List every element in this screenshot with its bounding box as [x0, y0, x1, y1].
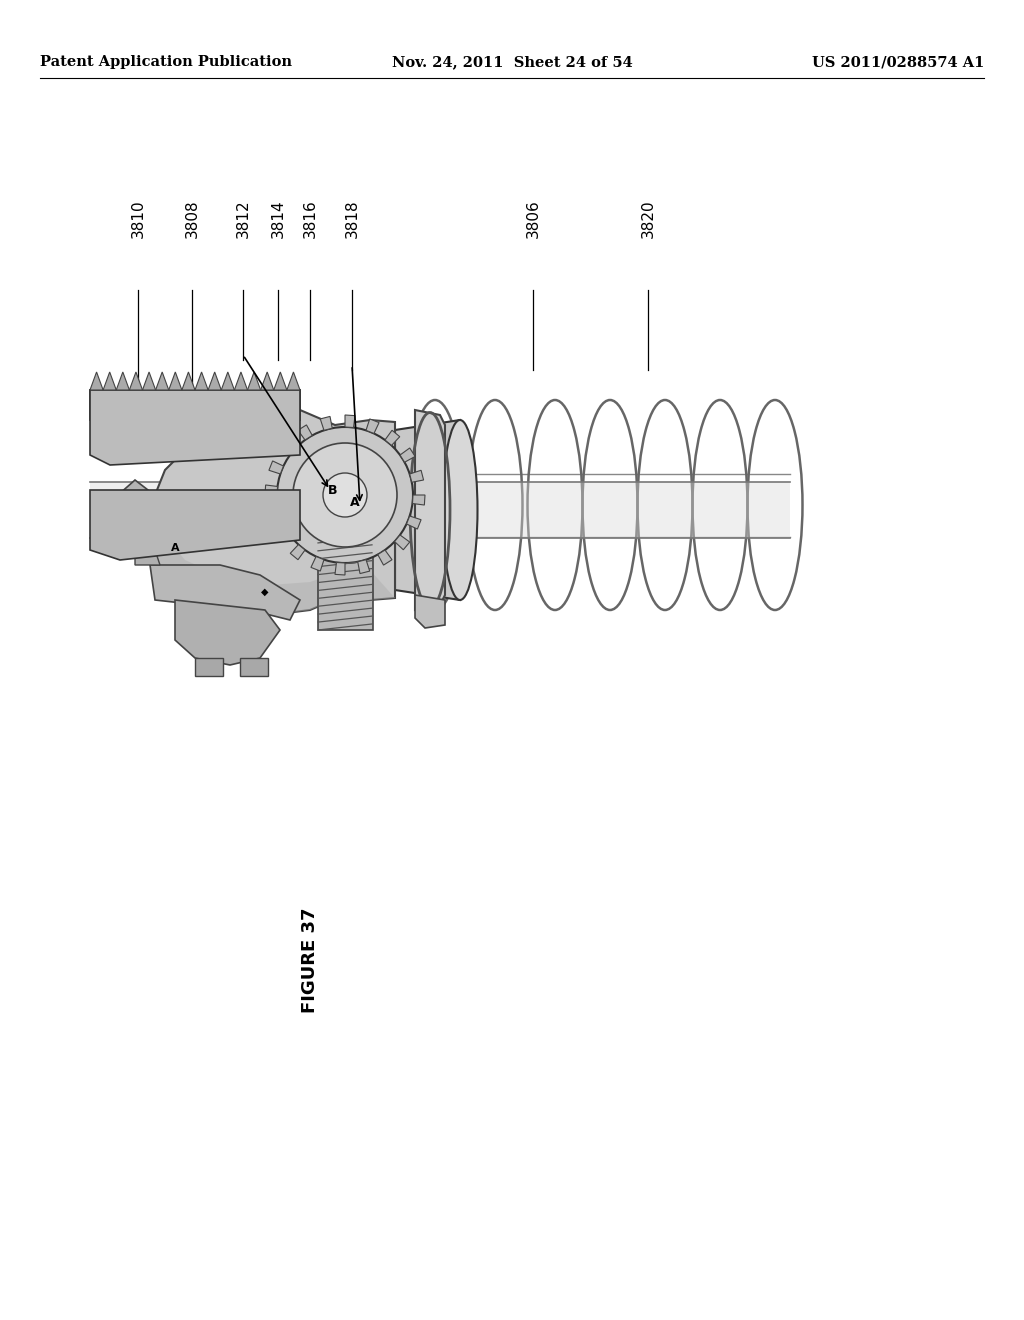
Polygon shape [407, 516, 421, 529]
Text: ◆: ◆ [261, 587, 268, 597]
Polygon shape [208, 372, 221, 389]
Polygon shape [273, 372, 287, 389]
Polygon shape [357, 560, 370, 574]
Polygon shape [378, 550, 392, 565]
Ellipse shape [442, 420, 477, 601]
Polygon shape [266, 508, 281, 520]
Bar [318, 535, 373, 630]
Text: 3806: 3806 [525, 199, 541, 238]
Polygon shape [269, 461, 284, 474]
Text: A: A [171, 543, 179, 553]
Circle shape [293, 444, 397, 546]
Polygon shape [261, 372, 273, 389]
Bar [195, 657, 223, 676]
Polygon shape [90, 490, 300, 560]
Ellipse shape [317, 528, 373, 543]
Polygon shape [182, 372, 195, 389]
Circle shape [323, 473, 367, 517]
Polygon shape [90, 389, 300, 465]
Text: 3818: 3818 [344, 199, 359, 238]
Text: Patent Application Publication: Patent Application Publication [40, 55, 292, 69]
Polygon shape [281, 441, 296, 455]
Text: 3812: 3812 [236, 199, 251, 238]
Bar [90, 482, 790, 539]
Polygon shape [118, 480, 148, 520]
Polygon shape [117, 372, 129, 389]
Text: B: B [329, 483, 338, 496]
Polygon shape [290, 545, 305, 560]
Polygon shape [298, 425, 312, 440]
Polygon shape [221, 372, 234, 389]
Text: Nov. 24, 2011  Sheet 24 of 54: Nov. 24, 2011 Sheet 24 of 54 [391, 55, 633, 69]
Polygon shape [156, 372, 169, 389]
Polygon shape [413, 495, 425, 506]
Circle shape [278, 426, 413, 564]
Polygon shape [90, 372, 103, 389]
Polygon shape [385, 430, 399, 445]
Polygon shape [175, 601, 280, 665]
Text: 3808: 3808 [184, 199, 200, 238]
Text: A: A [350, 496, 359, 510]
Polygon shape [234, 372, 248, 389]
Text: FIGURE 37: FIGURE 37 [301, 907, 319, 1012]
Text: 3820: 3820 [640, 199, 655, 238]
Polygon shape [345, 414, 355, 428]
Polygon shape [265, 484, 278, 495]
Polygon shape [311, 557, 324, 572]
Text: US 2011/0288574 A1: US 2011/0288574 A1 [812, 55, 984, 69]
Bar [240, 657, 268, 676]
Polygon shape [287, 372, 300, 389]
Polygon shape [103, 372, 117, 389]
Text: 3814: 3814 [270, 199, 286, 238]
Polygon shape [169, 372, 182, 389]
Text: 3816: 3816 [302, 199, 317, 238]
Polygon shape [415, 411, 445, 610]
Bar [90, 389, 300, 420]
Polygon shape [394, 535, 410, 549]
Text: 3810: 3810 [130, 199, 145, 238]
Polygon shape [135, 550, 160, 565]
Polygon shape [150, 531, 395, 615]
Polygon shape [366, 418, 379, 433]
Polygon shape [335, 562, 345, 576]
Polygon shape [415, 595, 445, 628]
Polygon shape [142, 372, 156, 389]
Polygon shape [400, 447, 415, 462]
Polygon shape [395, 420, 460, 601]
Polygon shape [148, 411, 395, 615]
Polygon shape [248, 372, 261, 389]
Polygon shape [129, 372, 142, 389]
Polygon shape [195, 372, 208, 389]
Polygon shape [410, 470, 424, 482]
Ellipse shape [380, 430, 410, 590]
Polygon shape [150, 565, 300, 620]
Polygon shape [274, 528, 290, 543]
Polygon shape [321, 416, 332, 430]
